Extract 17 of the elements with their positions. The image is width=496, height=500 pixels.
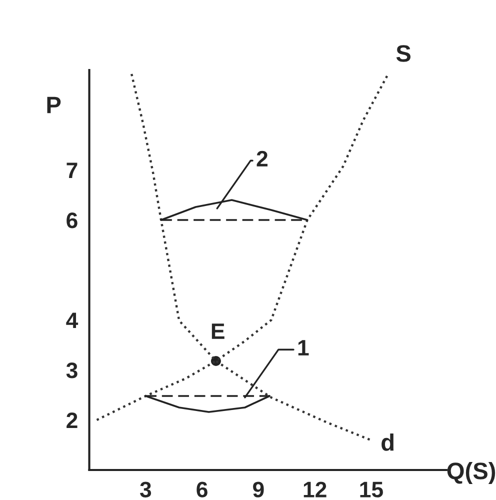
x-tick-label: 9 <box>253 482 264 498</box>
x-tick-label: 12 <box>304 482 326 498</box>
x-tick-label: 15 <box>360 482 383 498</box>
x-tick-label: 3 <box>140 482 152 498</box>
y-tick-label: 4 <box>66 312 78 328</box>
annotation: 2 <box>256 150 268 166</box>
y-tick-label: 6 <box>66 212 78 228</box>
y-tick-label: 3 <box>66 362 78 378</box>
x-axis-title: Q(S) <box>447 462 496 484</box>
annotation: E <box>212 324 224 339</box>
y-axis-title: P <box>47 96 61 114</box>
y-tick-label: 2 <box>66 412 78 428</box>
series-label: d <box>382 434 394 451</box>
annotation: 1 <box>298 340 309 356</box>
x-tick-label: 6 <box>196 482 208 498</box>
y-tick-label: 7 <box>66 162 78 178</box>
series-label: S <box>396 45 410 62</box>
